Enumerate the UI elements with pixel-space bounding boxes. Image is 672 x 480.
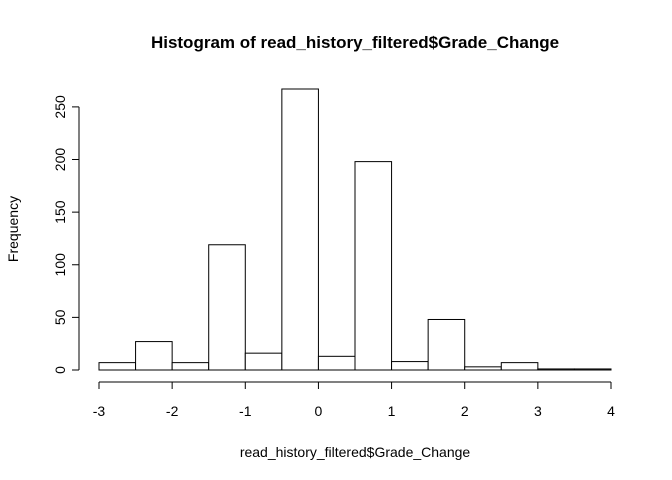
x-axis: -3 -2 -1 0 1 2 3 4 — [93, 381, 615, 419]
histogram-bar — [135, 341, 173, 371]
x-tick-label: 2 — [461, 403, 469, 419]
y-tick-label: 200 — [52, 148, 68, 172]
histogram-bar — [573, 368, 612, 371]
histogram-bar — [244, 352, 283, 371]
x-tick-label: -1 — [239, 403, 252, 419]
y-tick-label: 150 — [52, 200, 68, 224]
histogram-bar — [427, 318, 466, 371]
histogram-bar — [391, 361, 429, 371]
y-tick-label: 100 — [52, 253, 68, 277]
histogram-bar — [537, 368, 575, 371]
y-tick-label: 0 — [52, 366, 68, 374]
x-tick-label: 1 — [388, 403, 396, 419]
histogram-bar — [208, 244, 246, 371]
x-tick-label: -2 — [166, 403, 179, 419]
bars-group — [98, 88, 612, 371]
histogram-bar — [98, 362, 137, 371]
histogram-bar — [464, 366, 502, 371]
y-tick-label: 50 — [52, 309, 68, 325]
x-tick-label: -3 — [93, 403, 106, 419]
chart-title: Histogram of read_history_filtered$Grade… — [151, 33, 559, 52]
histogram-bar — [354, 161, 393, 371]
histogram-bar — [500, 362, 539, 371]
x-tick-label: 3 — [534, 403, 542, 419]
histogram-bar — [281, 88, 319, 371]
histogram-bar — [317, 355, 356, 371]
x-tick-label: 0 — [315, 403, 323, 419]
y-tick-label: 250 — [52, 95, 68, 119]
x-axis-label: read_history_filtered$Grade_Change — [240, 444, 471, 460]
y-axis-label: Frequency — [5, 196, 21, 262]
y-axis: 0 50 100 150 200 250 — [52, 95, 80, 374]
x-tick-label: 4 — [607, 403, 615, 419]
histogram-bar — [171, 362, 210, 371]
